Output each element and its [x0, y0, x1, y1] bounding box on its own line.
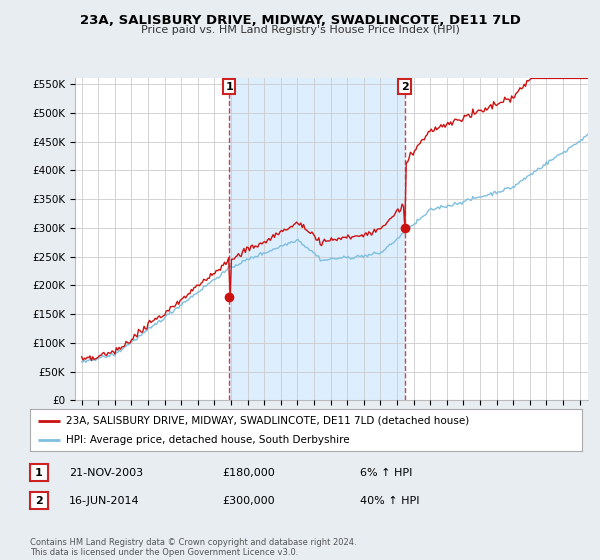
Text: 23A, SALISBURY DRIVE, MIDWAY, SWADLINCOTE, DE11 7LD: 23A, SALISBURY DRIVE, MIDWAY, SWADLINCOT…: [80, 14, 520, 27]
Text: 23A, SALISBURY DRIVE, MIDWAY, SWADLINCOTE, DE11 7LD (detached house): 23A, SALISBURY DRIVE, MIDWAY, SWADLINCOT…: [66, 416, 469, 426]
Text: 2: 2: [35, 496, 43, 506]
Text: Price paid vs. HM Land Registry's House Price Index (HPI): Price paid vs. HM Land Registry's House …: [140, 25, 460, 35]
Text: £180,000: £180,000: [222, 468, 275, 478]
Text: HPI: Average price, detached house, South Derbyshire: HPI: Average price, detached house, Sout…: [66, 435, 350, 445]
Text: 1: 1: [35, 468, 43, 478]
Text: 16-JUN-2014: 16-JUN-2014: [69, 496, 140, 506]
Text: 2: 2: [401, 82, 409, 92]
Text: 40% ↑ HPI: 40% ↑ HPI: [360, 496, 419, 506]
Text: 21-NOV-2003: 21-NOV-2003: [69, 468, 143, 478]
Text: 6% ↑ HPI: 6% ↑ HPI: [360, 468, 412, 478]
Text: 1: 1: [226, 82, 233, 92]
Bar: [229, 78, 404, 400]
Text: Contains HM Land Registry data © Crown copyright and database right 2024.
This d: Contains HM Land Registry data © Crown c…: [30, 538, 356, 557]
Text: £300,000: £300,000: [222, 496, 275, 506]
